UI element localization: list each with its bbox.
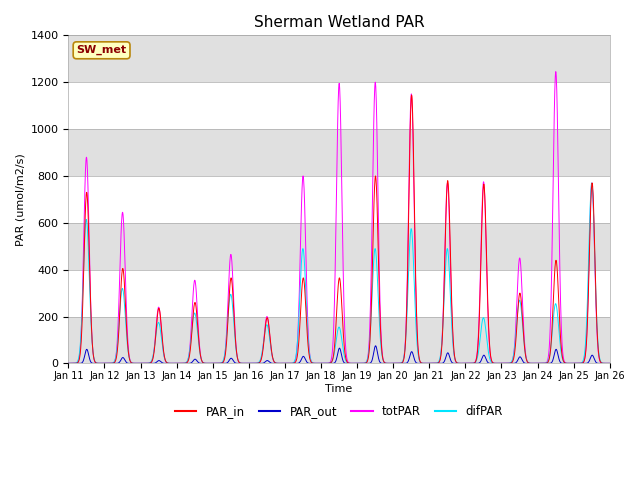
Bar — [68, 176, 610, 223]
Title: Sherman Wetland PAR: Sherman Wetland PAR — [253, 15, 424, 30]
Bar — [68, 82, 610, 129]
Text: SW_met: SW_met — [77, 45, 127, 56]
Bar — [68, 270, 610, 316]
Y-axis label: PAR (umol/m2/s): PAR (umol/m2/s) — [15, 153, 25, 246]
Legend: PAR_in, PAR_out, totPAR, difPAR: PAR_in, PAR_out, totPAR, difPAR — [170, 401, 508, 423]
X-axis label: Time: Time — [325, 384, 353, 394]
